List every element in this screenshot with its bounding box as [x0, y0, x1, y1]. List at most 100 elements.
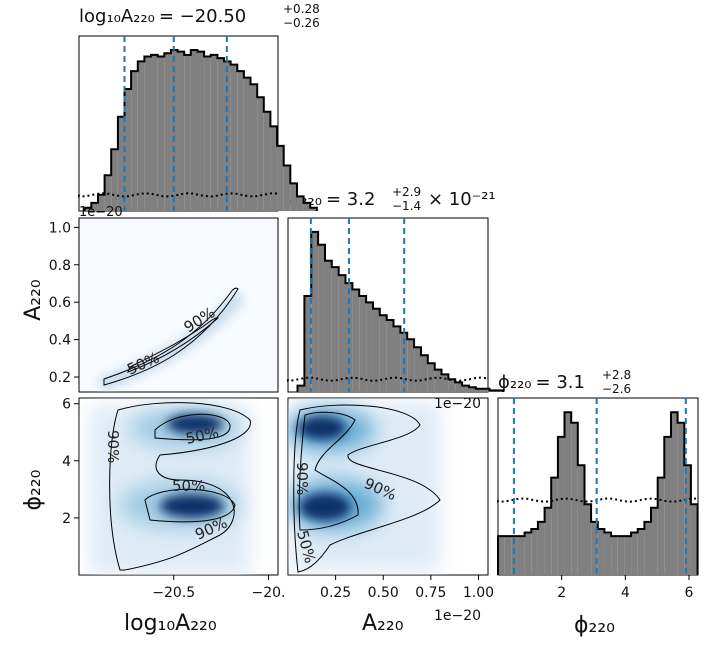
A-bar	[441, 374, 449, 392]
svg-text:−2.6: −2.6	[602, 382, 631, 396]
A-bar	[420, 355, 428, 392]
logA-bar	[204, 56, 211, 211]
offset-text-logA: 1e−20	[79, 205, 123, 220]
logA-bar	[124, 89, 132, 211]
logA-bar	[296, 196, 304, 211]
logA-bar	[230, 64, 238, 212]
y-tick-label: 0.8	[49, 258, 71, 274]
phi-bar	[677, 422, 685, 575]
A-bar	[455, 382, 463, 392]
contour-90-p2	[103, 287, 239, 386]
A-bar	[331, 267, 339, 392]
A-bar	[414, 347, 421, 392]
logA-bar	[157, 56, 165, 211]
svg-text:× 10⁻²¹: × 10⁻²¹	[428, 189, 496, 210]
A-bar	[311, 231, 319, 392]
phi-bar	[631, 532, 638, 575]
phi-bar	[511, 536, 518, 575]
phi-bar	[577, 465, 585, 575]
A-bar	[345, 283, 353, 392]
phi-bar	[597, 528, 605, 575]
contour-label-90-p4a: 90%	[104, 430, 122, 463]
contour-90-p4	[109, 402, 251, 571]
logA-bar	[177, 51, 185, 211]
y-tick-label: 0.2	[49, 370, 71, 386]
offset-text-A-hist: 1e−20	[434, 396, 481, 412]
svg-text:log₁₀A₂₂₀= −20.50: log₁₀A₂₂₀ = −20.50	[79, 6, 246, 27]
x-tick-label: 2	[557, 585, 566, 601]
scatter-log10A220-phi220-panel: 90% 50% 50% 90%	[78, 397, 279, 576]
phi-bar	[684, 465, 691, 575]
logA-bar	[303, 202, 311, 211]
x-tick-label: −20.	[252, 585, 286, 601]
logA-bar	[290, 183, 297, 211]
A-bar	[366, 302, 373, 392]
x-label-log10A220: log₁₀A₂₂₀	[124, 611, 217, 636]
phi-bar	[537, 521, 545, 575]
phi-bar	[611, 536, 618, 575]
logA-bar	[91, 202, 98, 211]
A-bar	[475, 388, 483, 392]
logA-bar	[131, 71, 138, 211]
svg-text:90%: 90%	[104, 430, 122, 463]
A-bar	[318, 244, 325, 392]
x-tick-label: 0.50	[368, 585, 399, 601]
svg-text:−1.4: −1.4	[392, 199, 421, 213]
svg-text:90%: 90%	[293, 462, 311, 495]
hist-phi220-panel	[497, 397, 699, 576]
hist-A220-panel	[287, 217, 505, 393]
A-bar	[407, 339, 415, 392]
phi-bar	[637, 528, 645, 575]
logA-bar	[257, 97, 264, 211]
logA-bar	[310, 207, 317, 211]
phi-outline	[497, 411, 699, 576]
A-bar	[448, 379, 456, 392]
A-bar	[386, 319, 394, 392]
phi-bar	[644, 521, 652, 575]
logA-bar	[84, 207, 92, 211]
phi-bar	[651, 507, 658, 575]
phi-bar	[504, 536, 512, 575]
svg-text:+2.9: +2.9	[392, 185, 421, 199]
A-bar	[352, 289, 360, 392]
phi-bar	[557, 436, 565, 575]
phi-bar	[571, 422, 578, 575]
logA-bar	[250, 84, 258, 211]
y-tick-label: 1.0	[49, 220, 71, 236]
logA-bar	[283, 165, 291, 211]
x-tick-label: 0.25	[320, 585, 351, 601]
logA-bar	[217, 58, 224, 211]
phi-bar	[664, 436, 671, 575]
A-bar	[393, 326, 401, 392]
y-tick-label: 0.6	[49, 295, 71, 311]
logA-bar	[277, 145, 284, 211]
scatter-A220-phi220-panel: 90% 90% 50%	[287, 397, 489, 576]
phi-bar	[564, 412, 572, 575]
A-bar	[304, 295, 312, 392]
A-bar	[338, 275, 346, 392]
A-bar	[434, 369, 442, 392]
x-tick-label: 0.75	[415, 585, 446, 601]
phi-bar	[531, 528, 538, 575]
contour-50-p2	[127, 317, 219, 373]
offset-text-A: 1e−20	[434, 608, 481, 624]
y-tick-label: 6	[62, 397, 71, 413]
contour-50-p5	[298, 411, 359, 531]
title-logA: log₁₀A₂₂₀ = −20.50 +0.28 −0.26	[79, 2, 320, 30]
logA-bar	[97, 194, 105, 211]
contour-50-p4	[144, 413, 236, 523]
A-bar	[324, 260, 332, 392]
phi-bar	[591, 521, 598, 575]
axis-ticks: −20.5 −20. 0.25 0.50 0.75 1.00 2 4 6 0.2 0.4 0.6 0.8…	[49, 220, 694, 601]
contour-label-90-p5a: 90%	[293, 462, 311, 495]
phi-bar	[544, 507, 552, 575]
x-tick-label: 6	[685, 585, 694, 601]
A-bar	[359, 295, 367, 392]
A-bar	[462, 385, 469, 392]
logA-bar	[243, 77, 251, 212]
logA-bar	[111, 149, 118, 211]
phi-bar	[657, 477, 665, 575]
phi-bar	[604, 532, 612, 575]
y-tick-label: 0.4	[49, 333, 71, 349]
